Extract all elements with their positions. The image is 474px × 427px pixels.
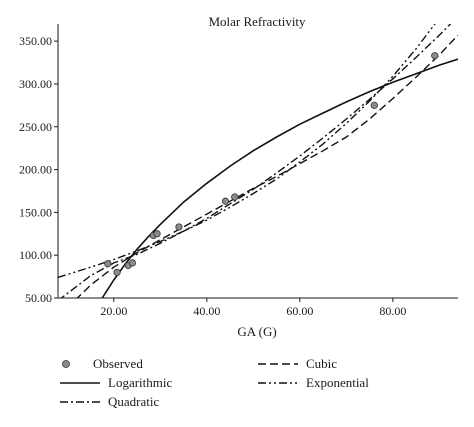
x-tick-label: 20.00 [100,304,127,318]
observed-point [113,268,121,276]
legend-item-quadratic: Quadratic [60,394,159,409]
legend-item-exponential: Exponential [258,375,369,390]
x-axis-ticks: 20.00 40.00 60.00 80.00 [100,298,406,318]
legend-swatch [62,360,70,368]
y-tick-label: 200.00 [19,163,52,177]
legend: Observed Cubic Logarithmic Exponential Quadr… [60,356,369,409]
legend-item-cubic: Cubic [258,356,337,371]
x-tick-label: 80.00 [379,304,406,318]
chart-title: Molar Refractivity [208,14,306,29]
legend-item-logarithmic: Logarithmic [60,375,172,390]
legend-label: Observed [93,356,143,371]
observed-point [431,52,439,60]
y-axis-ticks: 50.00 100.00 150.00 200.00 250.00 300.00 350.0… [19,34,58,305]
y-tick-label: 50.00 [25,291,52,305]
observed-point [128,259,137,267]
y-tick-label: 250.00 [19,120,52,134]
y-tick-label: 150.00 [19,205,52,219]
y-tick-label: 350.00 [19,34,52,48]
cubic-curve [76,34,458,298]
observed-point [153,230,161,238]
legend-item-observed: Observed [62,356,143,371]
fitted-curves [58,24,458,298]
observed-point [231,193,239,201]
plot-area [58,24,458,298]
x-tick-label: 40.00 [193,304,220,318]
observed-point [370,101,378,109]
observed-point [221,197,230,205]
legend-label: Exponential [306,375,369,390]
observed-point [175,223,183,231]
x-tick-label: 60.00 [286,304,313,318]
observed-markers [104,52,439,276]
observed-point [104,260,112,268]
exponential-curve [58,24,436,279]
logarithmic-curve [101,58,458,298]
x-axis-title: GA (G) [237,324,276,339]
y-tick-label: 300.00 [19,77,52,91]
legend-label: Cubic [306,356,337,371]
legend-label: Quadratic [108,394,159,409]
y-tick-label: 100.00 [19,248,52,262]
legend-label: Logarithmic [108,375,172,390]
